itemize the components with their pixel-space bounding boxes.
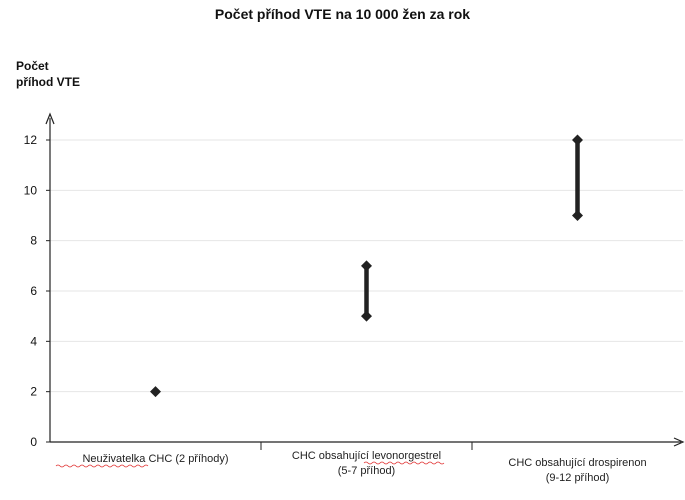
x-axis-arrow: [673, 437, 685, 447]
spellcheck-underline: [363, 461, 445, 465]
range-low-marker: [572, 210, 583, 221]
x-category-label: (5-7 příhod): [338, 465, 395, 477]
spellcheck-underline: [55, 464, 149, 468]
x-category-label: Neuživatelka CHC (2 příhody): [82, 453, 228, 465]
range-high-marker: [572, 134, 583, 146]
chart-title: Počet příhod VTE na 10 000 žen za rok: [214, 6, 471, 22]
range-high-marker: [361, 260, 372, 272]
y-axis-label-line-2: příhod VTE: [16, 75, 80, 89]
x-category-label: CHC obsahující drospirenon: [508, 457, 646, 469]
y-tick-label: 2: [30, 385, 37, 399]
x-category-label: (9-12 příhod): [546, 472, 610, 484]
y-axis-arrow: [45, 112, 55, 125]
y-tick-label: 0: [30, 435, 37, 449]
range-low-marker: [361, 310, 372, 322]
y-axis-label: Počet příhod VTE: [16, 58, 80, 90]
y-tick-label: 4: [30, 334, 37, 348]
y-tick-label: 8: [30, 234, 37, 248]
y-tick-label: 10: [24, 183, 38, 197]
x-category-label: CHC obsahující levonorgestrel: [292, 450, 441, 462]
y-tick-label: 12: [24, 133, 38, 147]
y-tick-label: 6: [30, 284, 37, 298]
y-axis-label-line-1: Počet: [16, 59, 49, 73]
point-marker: [150, 386, 161, 398]
